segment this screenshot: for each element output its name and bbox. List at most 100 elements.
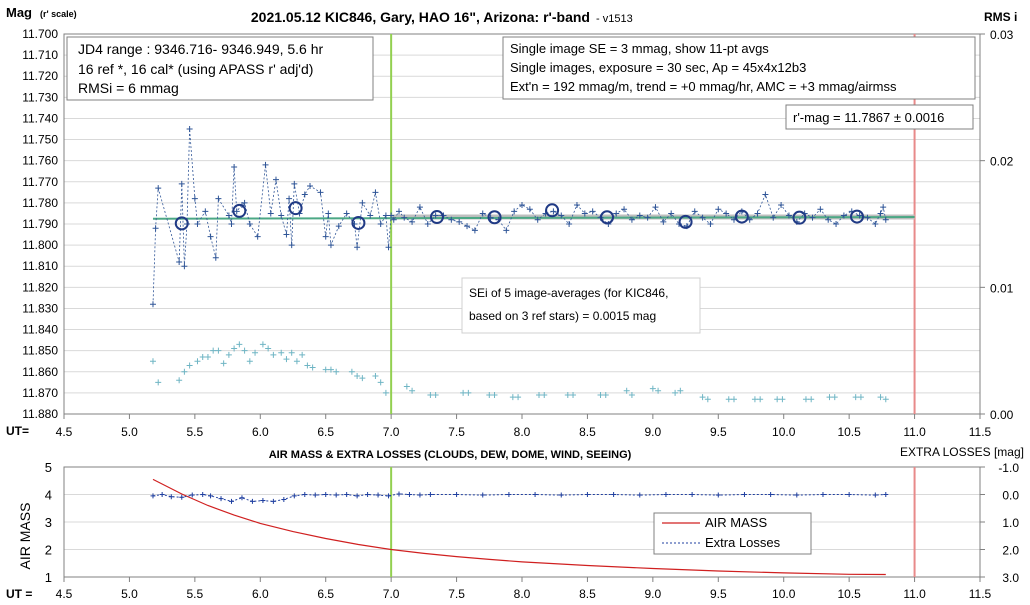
legend: AIR MASS Extra Losses (653, 512, 812, 555)
y2-tick-label: 0.01 (990, 281, 1014, 295)
extra-losses-point (417, 492, 423, 498)
check-star-point (857, 394, 864, 401)
extra-losses-point (506, 492, 512, 497)
y2-tick-label: 3.0 (1002, 571, 1019, 585)
check-star-point (564, 392, 571, 398)
mag-point (228, 221, 235, 227)
check-star-point (649, 385, 656, 392)
check-star-point (278, 349, 285, 356)
x-tick-label: 7.0 (383, 587, 400, 601)
trend-lines (152, 214, 915, 220)
extra-losses-point (584, 492, 590, 497)
annotation-line: Single image SE = 3 mmag, show 11-pt avg… (510, 41, 769, 56)
extra-losses-point (228, 498, 234, 504)
mag-point (262, 161, 269, 168)
y-tick-label: 2 (45, 543, 52, 558)
extra-losses-point (532, 492, 538, 497)
mag-point (754, 210, 761, 217)
extra-losses-point (663, 492, 669, 497)
mag-point (367, 212, 374, 219)
x-tick-label: 6.0 (252, 425, 269, 439)
check-star-point (409, 387, 416, 394)
check-star-point (359, 375, 366, 382)
check-star-point (460, 389, 467, 396)
check-star-point (241, 347, 248, 354)
mag-point (194, 221, 201, 227)
y2-axis-label: RMS i (984, 10, 1017, 24)
y-axis-label: Mag (6, 5, 32, 20)
extra-losses-point (427, 492, 433, 497)
check-star-point (802, 396, 809, 403)
check-star-point (730, 396, 737, 403)
extra-losses-point (208, 493, 214, 499)
check-star-point (597, 392, 604, 398)
y-tick-labels: 5 4 3 2 1 (45, 460, 52, 585)
mag-point (503, 227, 510, 234)
extra-losses-point (365, 492, 371, 497)
check-star-point (882, 396, 889, 403)
check-star-point (877, 394, 884, 401)
mag-point (872, 221, 879, 227)
x-tick-label: 8.5 (579, 425, 596, 439)
mag-point (207, 233, 214, 240)
mag-point (589, 208, 596, 215)
annotation-settings: Single image SE = 3 mmag, show 11-pt avg… (502, 36, 976, 100)
annotation-line: Single images, exposure = 30 sec, Ap = 4… (510, 60, 806, 75)
mag-point (416, 204, 423, 211)
extra-losses-point (249, 498, 255, 504)
check-star-point (236, 341, 243, 348)
check-star-point (570, 392, 577, 398)
y-tick-label: 11.720 (22, 69, 58, 83)
check-star-point (826, 394, 833, 401)
extra-losses-point (302, 492, 308, 497)
x-tick-label: 10.0 (772, 587, 796, 601)
average-circle (678, 214, 693, 229)
mag-point (479, 210, 486, 217)
check-star-point (194, 358, 201, 365)
check-star-point (808, 396, 815, 403)
mag-point (464, 223, 471, 230)
mag-point (644, 214, 651, 221)
mag-point (291, 180, 298, 187)
extra-losses-point (820, 492, 826, 497)
x-tick-label: 9.5 (710, 587, 727, 601)
extra-losses-point (406, 492, 412, 497)
x-tick-label: 5.0 (121, 425, 138, 439)
mag-point (178, 180, 185, 187)
mag-point (191, 195, 198, 202)
annotation-line: r'-mag = 11.7867 ± 0.0016 (793, 110, 944, 125)
check-star-point (427, 392, 434, 398)
mag-point (202, 208, 209, 215)
check-star-point (699, 394, 706, 401)
y-tick-label: 11.710 (22, 48, 58, 62)
y-tick-label: 11.830 (22, 301, 58, 315)
x-tick-label: 6.0 (252, 587, 269, 601)
light-curve-chart: 2021.05.12 KIC846, Gary, HAO 16", Arizon… (6, 5, 1017, 439)
data-series (150, 478, 889, 576)
extra-losses-point (312, 492, 318, 498)
mag-point (581, 210, 588, 217)
check-star-point (210, 347, 217, 354)
average-circle (734, 209, 749, 224)
x-tick-label: 4.5 (56, 425, 73, 439)
check-star-point (181, 368, 188, 375)
x-tick-label: 5.5 (187, 587, 204, 601)
check-star-point (333, 368, 340, 375)
extra-losses-point (179, 494, 185, 500)
y2-tick-labels: -1.0 0.0 1.0 2.0 3.0 (980, 461, 1019, 585)
extra-losses-point (611, 492, 617, 497)
mag-point (636, 212, 643, 219)
x-tick-label: 7.0 (383, 425, 400, 439)
extra-losses-point (454, 492, 460, 497)
data-series (149, 126, 889, 403)
y-tick-label: 1 (45, 570, 52, 585)
mag-point (385, 244, 392, 251)
mag-point (723, 210, 730, 217)
mag-point (241, 199, 248, 206)
x-tick-label: 11.5 (969, 425, 992, 439)
extra-losses-point (480, 492, 486, 498)
average-circle (174, 216, 189, 231)
mag-point (307, 183, 314, 189)
extra-losses-point (637, 492, 643, 498)
check-star-point (372, 373, 379, 379)
